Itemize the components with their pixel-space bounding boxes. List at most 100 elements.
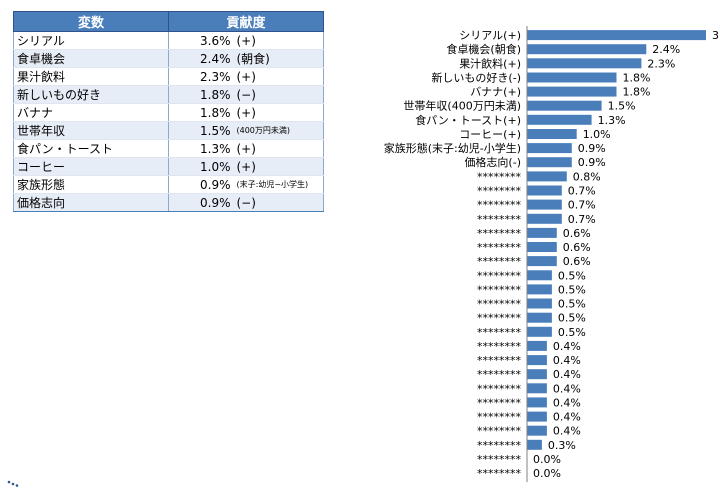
category-label: ******** <box>477 368 522 381</box>
note-cell: (400万円未満) <box>233 121 324 140</box>
contribution-bar-chart: シリアル(+) 3.6% 食卓機会(朝食) 2.4% 果汁飲料(+) 2.3% 新しいもの好… <box>384 26 720 483</box>
category-label: ******** <box>477 298 522 311</box>
value-cell: 2.3% <box>168 67 234 86</box>
category-label: ******** <box>477 185 522 198</box>
variable-cell: 果汁飲料 <box>13 67 169 86</box>
table-row: 世帯年収 1.5% (400万円未満) <box>13 121 324 140</box>
table-row: シリアル 3.6% (+) <box>13 31 324 50</box>
bar <box>527 242 557 252</box>
variable-cell: 食パン・トースト <box>13 139 169 158</box>
value-label: 0.9% <box>578 156 606 169</box>
note-cell: (朝食) <box>233 49 324 68</box>
category-label: ******** <box>477 170 522 183</box>
variable-cell: 世帯年収 <box>13 121 169 140</box>
value-label: 1.8% <box>623 86 651 99</box>
bar <box>527 58 642 69</box>
variable-cell: シリアル <box>13 31 169 50</box>
value-cell: 0.9% <box>168 175 234 194</box>
bar <box>527 284 552 295</box>
category-label: 新しいもの好き(-) <box>431 71 521 85</box>
bar <box>527 383 547 394</box>
category-label: ******** <box>477 269 522 282</box>
value-label: 0.0% <box>533 453 561 466</box>
value-cell: 2.4% <box>168 49 234 68</box>
table-row: バナナ 1.8% (+) <box>13 103 324 122</box>
bar <box>527 30 706 41</box>
corner-mark <box>7 480 19 487</box>
value-label: 0.3% <box>548 439 576 452</box>
bar <box>527 157 572 168</box>
category-label: ******** <box>477 213 522 226</box>
variable-cell: 食卓機会 <box>13 49 169 68</box>
bar <box>527 425 547 436</box>
table-header-row: 変数 貢献度 <box>13 11 324 32</box>
value-label: 0.7% <box>568 199 596 212</box>
value-cell: 1.5% <box>168 121 234 140</box>
bar <box>527 397 547 408</box>
category-label: ******** <box>477 467 522 480</box>
bar <box>527 213 562 224</box>
bar <box>527 312 552 323</box>
category-label: ******** <box>477 382 522 395</box>
category-label: ******** <box>477 425 522 438</box>
bar <box>527 199 562 210</box>
category-label: 価格志向(-) <box>464 155 521 169</box>
header-contribution: 貢献度 <box>168 11 324 32</box>
value-label: 0.5% <box>558 283 586 296</box>
category-label: ******** <box>477 255 522 268</box>
value-label: 0.5% <box>558 269 586 282</box>
value-cell: 1.0% <box>168 157 234 176</box>
value-label: 0.4% <box>553 411 581 424</box>
bar <box>527 439 542 450</box>
value-label: 0.4% <box>553 368 581 381</box>
note-cell: (+) <box>233 31 324 50</box>
value-label: 0.0% <box>533 467 561 480</box>
category-label: コーヒー(+) <box>459 128 521 141</box>
category-label: バナナ(+) <box>470 86 521 99</box>
category-label: ******** <box>477 340 522 353</box>
category-label: 家族形態(末子:幼児-小学生) <box>384 141 521 155</box>
bar <box>527 171 567 182</box>
bar <box>527 86 617 97</box>
note-cell: (−) <box>233 193 324 212</box>
category-label: ******** <box>477 312 522 325</box>
bar <box>527 114 592 125</box>
category-label: シリアル(+) <box>459 29 521 42</box>
value-label: 0.6% <box>563 227 591 240</box>
value-cell: 1.8% <box>168 85 234 104</box>
bar <box>527 256 557 267</box>
bar <box>527 143 572 154</box>
table-row: 食パン・トースト 1.3% (+) <box>13 139 324 158</box>
value-label: 0.5% <box>558 298 586 311</box>
category-label: ******** <box>477 326 522 339</box>
value-label: 0.7% <box>568 213 596 226</box>
variable-cell: 新しいもの好き <box>13 85 169 104</box>
note-cell: (+) <box>233 157 324 176</box>
value-label: 0.6% <box>563 255 591 268</box>
table-row: 新しいもの好き 1.8% (−) <box>13 85 324 104</box>
header-variable: 変数 <box>13 11 169 32</box>
category-label: ******** <box>477 439 522 452</box>
table-row: 果汁飲料 2.3% (+) <box>13 67 324 86</box>
note-cell: (+) <box>233 139 324 158</box>
value-label: 0.4% <box>553 340 581 353</box>
table-row: 価格志向 0.9% (−) <box>13 193 324 212</box>
bar <box>527 326 552 337</box>
bar <box>527 340 547 351</box>
value-label: 0.7% <box>568 185 596 198</box>
bar <box>527 355 547 366</box>
value-label: 0.5% <box>558 312 586 325</box>
value-cell: 3.6% <box>168 31 234 50</box>
value-label: 1.8% <box>623 72 651 85</box>
category-label: 食卓機会(朝食) <box>446 42 521 56</box>
value-label: 0.5% <box>558 326 586 339</box>
bar <box>527 270 552 281</box>
category-label: ******** <box>477 199 522 212</box>
category-label: ******** <box>477 283 522 296</box>
bar <box>527 129 577 139</box>
value-label: 1.0% <box>583 128 611 141</box>
note-cell: (−) <box>233 85 324 104</box>
category-label: ******** <box>477 396 522 409</box>
note-cell: (末子:幼児−小学生) <box>233 175 324 194</box>
category-label: 食パン・トースト(+) <box>415 113 521 127</box>
